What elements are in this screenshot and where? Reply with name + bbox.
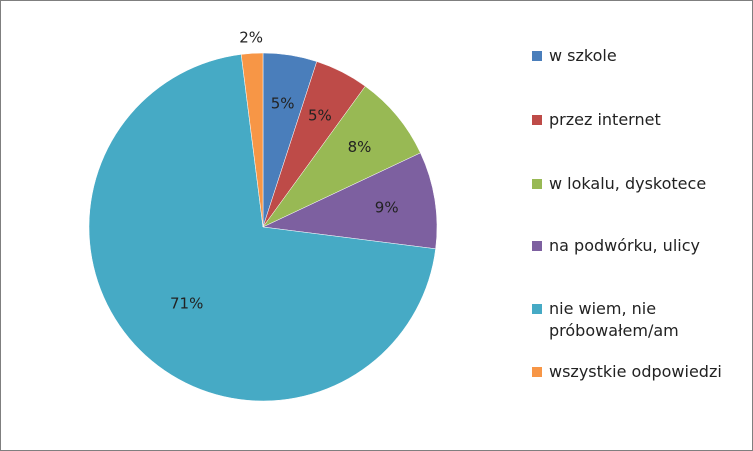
data-label: 5% — [271, 94, 295, 112]
pie-slices — [88, 52, 438, 402]
legend-swatch — [532, 51, 542, 61]
data-label: 9% — [375, 198, 399, 216]
legend-swatch — [532, 304, 542, 314]
data-label: 71% — [170, 294, 203, 312]
legend-label: w lokalu, dyskotece — [549, 174, 707, 193]
pie-data-labels: 5% 5% 8% 9% 71% 2% — [170, 28, 399, 312]
legend-item-na-podworku: na podwórku, ulicy — [532, 235, 744, 257]
legend-label: nie wiem, nie próbowałem/am — [549, 299, 679, 340]
legend-item-w-szkole: w szkole — [532, 45, 744, 67]
legend-label: w szkole — [549, 46, 617, 65]
legend-swatch — [532, 367, 542, 377]
legend-swatch — [532, 241, 542, 251]
data-label: 2% — [239, 28, 263, 46]
data-label: 8% — [348, 138, 372, 156]
legend-label: na podwórku, ulicy — [549, 236, 700, 255]
legend-label: przez internet — [549, 110, 661, 129]
legend-swatch — [532, 179, 542, 189]
pie-slice — [262, 152, 438, 250]
data-label: 5% — [308, 106, 332, 124]
legend-swatch — [532, 115, 542, 125]
legend-item-wszystkie: wszystkie odpowiedzi — [532, 361, 744, 383]
legend-item-przez-internet: przez internet — [532, 109, 744, 131]
legend-item-nie-wiem: nie wiem, nie próbowałem/am — [532, 298, 744, 342]
pie-slice — [240, 52, 264, 228]
pie-slice — [88, 54, 436, 402]
legend-label: wszystkie odpowiedzi — [549, 362, 722, 381]
legend-item-w-lokalu: w lokalu, dyskotece — [532, 173, 744, 195]
